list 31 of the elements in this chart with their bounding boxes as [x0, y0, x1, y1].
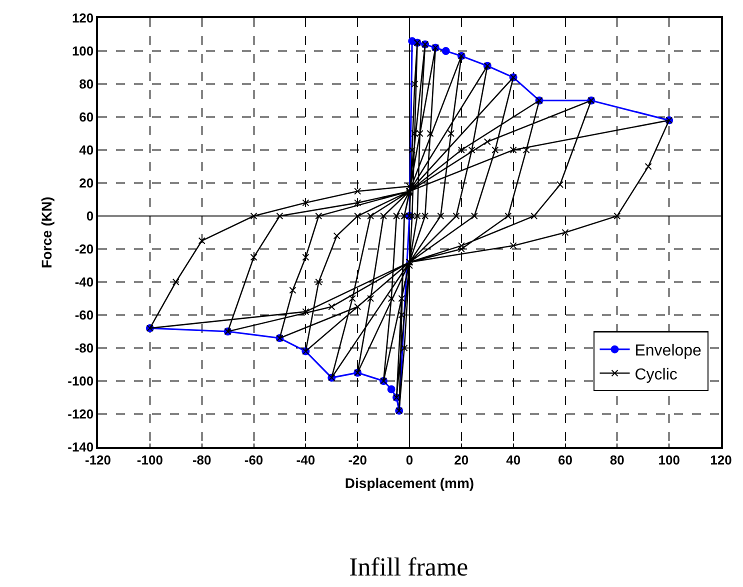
x-axis-title: Displacement (mm)	[344, 475, 474, 492]
y-tick-label: -140	[68, 440, 94, 455]
x-tick-label: -80	[192, 452, 212, 468]
y-tick-label: 120	[72, 10, 94, 26]
y-tick-label: -80	[74, 340, 94, 356]
legend-label: Envelope	[634, 342, 702, 360]
x-tick-label: -40	[296, 452, 316, 468]
y-tick-label: -40	[74, 274, 94, 290]
y-tick-label: -60	[74, 308, 94, 323]
x-tick-label: -20	[348, 452, 367, 468]
x-tick-label: 20	[454, 452, 469, 468]
x-tick-label: -60	[244, 452, 264, 468]
x-tick-label: 120	[710, 452, 732, 468]
y-tick-label: -20	[74, 242, 94, 257]
y-tick-label: -120	[68, 406, 94, 422]
x-tick-label: -100	[136, 452, 163, 468]
x-tick-label: 80	[610, 452, 624, 468]
x-tick-label: 40	[506, 452, 521, 468]
y-tick-label: 0	[86, 208, 94, 224]
x-tick-label: 60	[558, 452, 572, 468]
y-tick-label: -100	[68, 374, 94, 389]
x-tick-label: 0	[406, 452, 414, 468]
y-tick-label: 20	[79, 176, 94, 191]
x-tick-label: 100	[658, 452, 680, 468]
y-tick-label: 40	[79, 142, 94, 158]
text: Infill frame	[349, 552, 468, 582]
y-axis-title: Force (KN)	[38, 196, 55, 268]
y-tick-label: 100	[72, 44, 94, 59]
legend-label: Cyclic	[634, 366, 678, 384]
y-tick-label: 60	[79, 110, 94, 125]
y-tick-label: 80	[79, 76, 94, 92]
